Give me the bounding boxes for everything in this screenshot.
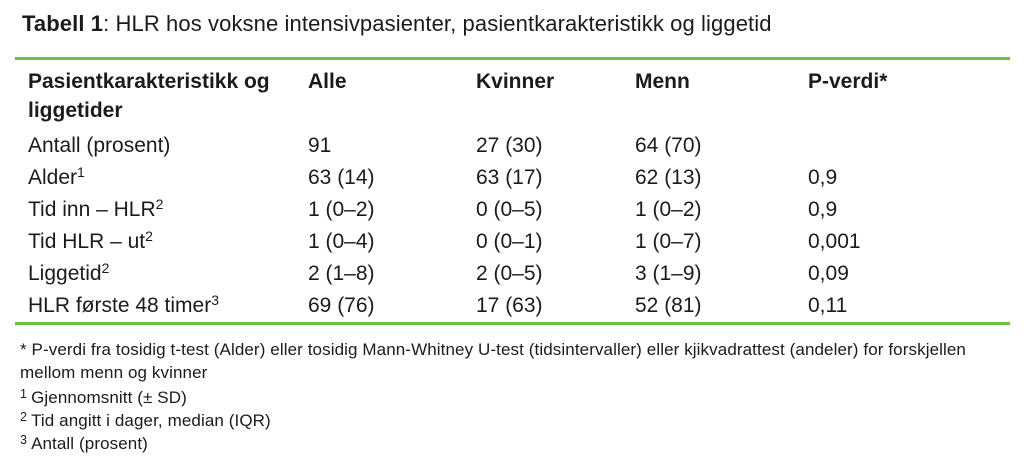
cell-kvinner: 0 (0–1): [476, 230, 543, 253]
cell-alle: 2 (1–8): [308, 262, 375, 285]
cell-p-verdi: [808, 130, 1010, 162]
row-label-superscript: 3: [211, 292, 220, 308]
header-menn: Menn: [635, 70, 690, 93]
footnote-superscript: 1: [20, 387, 28, 401]
header-p-verdi: P-verdi*: [808, 70, 888, 93]
cell-kvinner: 2 (0–5): [476, 262, 543, 285]
table-title: Tabell 1: HLR hos voksne intensivpasient…: [22, 10, 1024, 37]
cell-p-verdi: 0,09: [808, 262, 849, 285]
header-characteristic: Pasientkarakteristikk og liggetider: [28, 70, 270, 122]
footnote-item: 3 Antall (prosent): [20, 432, 1006, 455]
row-label-text: Antall (prosent): [28, 134, 171, 157]
row-label: Antall (prosent): [15, 130, 308, 162]
footnote-text: Gjennomsnitt (± SD): [31, 388, 187, 407]
table-header-row: Pasientkarakteristikk og liggetider Alle…: [15, 60, 1010, 130]
row-label-text: Liggetid: [28, 262, 102, 285]
table-row: Liggetid2 2 (1–8) 2 (0–5) 3 (1–9) 0,09: [15, 258, 1010, 290]
header-kvinner: Kvinner: [476, 70, 555, 93]
row-label-superscript: 1: [77, 164, 85, 180]
row-label: HLR første 48 timer3: [15, 290, 308, 322]
footnote-star: * P-verdi fra tosidig t-test (Alder) ell…: [20, 340, 966, 382]
row-label: Alder1: [15, 162, 308, 194]
row-label-superscript: 2: [145, 228, 153, 244]
row-label-text: Tid HLR – ut: [28, 230, 146, 253]
table-row: Antall (prosent) 91 27 (30) 64 (70): [15, 130, 1010, 162]
cell-menn: 62 (13): [635, 166, 702, 189]
cell-alle: 69 (76): [308, 294, 375, 317]
row-label-text: HLR første 48 timer: [28, 294, 212, 317]
table-title-label: Tabell 1: [22, 11, 104, 36]
footnote-text: Tid angitt i dager, median (IQR): [31, 411, 271, 430]
footnote-superscript: 2: [20, 410, 28, 424]
row-label-text: Tid inn – HLR: [28, 198, 156, 221]
row-label: Tid inn – HLR2: [15, 194, 308, 226]
cell-kvinner: 17 (63): [476, 294, 543, 317]
cell-menn: 64 (70): [635, 134, 702, 157]
cell-p-verdi: 0,9: [808, 166, 838, 189]
cell-menn: 1 (0–2): [635, 198, 702, 221]
row-label: Liggetid2: [15, 258, 308, 290]
data-table: Pasientkarakteristikk og liggetider Alle…: [15, 57, 1010, 325]
footnote-text: Antall (prosent): [31, 434, 148, 453]
footnote-item: 2 Tid angitt i dager, median (IQR): [20, 409, 1006, 432]
footnote-list: 1 Gjennomsnitt (± SD) 2 Tid angitt i dager,…: [20, 386, 1006, 455]
row-label-text: Alder: [28, 166, 78, 189]
footnote-item: 1 Gjennomsnitt (± SD): [20, 386, 1006, 409]
table-row: Alder1 63 (14) 63 (17) 62 (13) 0,9: [15, 162, 1010, 194]
cell-menn: 1 (0–7): [635, 230, 702, 253]
row-label-superscript: 2: [155, 196, 164, 212]
cell-p-verdi: 0,9: [808, 198, 838, 221]
cell-p-verdi: 0,001: [808, 230, 861, 253]
table-figure: Tabell 1: HLR hos voksne intensivpasient…: [15, 10, 1024, 455]
table-row: HLR første 48 timer3 69 (76) 17 (63) 52 …: [15, 290, 1010, 322]
row-label: Tid HLR – ut2: [15, 226, 308, 258]
cell-alle: 91: [308, 134, 332, 157]
header-alle: Alle: [308, 70, 347, 93]
table-row: Tid HLR – ut2 1 (0–4) 0 (0–1) 1 (0–7) 0,…: [15, 226, 1010, 258]
cell-kvinner: 27 (30): [476, 134, 543, 157]
cell-kvinner: 63 (17): [476, 166, 543, 189]
row-label-superscript: 2: [101, 260, 110, 276]
table-body: Antall (prosent) 91 27 (30) 64 (70) Alde…: [15, 130, 1010, 322]
cell-menn: 3 (1–9): [635, 262, 702, 285]
table-title-text: : HLR hos voksne intensivpasienter, pasi…: [103, 11, 772, 36]
cell-alle: 1 (0–2): [308, 198, 375, 221]
cell-alle: 63 (14): [308, 166, 375, 189]
table-row: Tid inn – HLR2 1 (0–2) 0 (0–5) 1 (0–2) 0…: [15, 194, 1010, 226]
footnote-superscript: 3: [20, 433, 28, 447]
cell-p-verdi: 0,11: [808, 294, 848, 317]
cell-kvinner: 0 (0–5): [476, 198, 543, 221]
cell-alle: 1 (0–4): [308, 230, 375, 253]
cell-menn: 52 (81): [635, 294, 702, 317]
footnotes: * P-verdi fra tosidig t-test (Alder) ell…: [20, 338, 1006, 455]
